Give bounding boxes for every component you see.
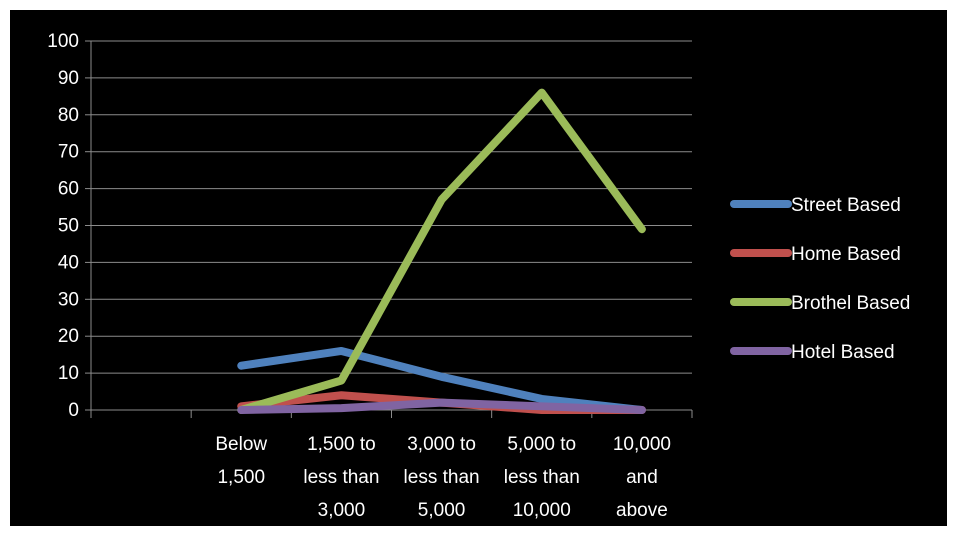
legend-label: Brothel Based xyxy=(791,293,910,314)
y-tick-label: 60 xyxy=(58,179,79,200)
y-tick-label: 90 xyxy=(58,68,79,89)
x-tick-label: 10,000 and above xyxy=(613,434,671,521)
x-tick-label: 5,000 to less than 10,000 xyxy=(504,434,580,521)
gridlines xyxy=(91,40,692,374)
y-tick-label: 20 xyxy=(58,326,79,347)
legend-label: Home Based xyxy=(791,244,901,265)
y-tick-label: 70 xyxy=(58,142,79,163)
y-axis-tick-labels: 0 10 20 30 40 50 60 70 80 90 100 xyxy=(47,31,79,421)
y-tick-label: 100 xyxy=(47,31,79,52)
x-tick-label: 1,500 to less than 3,000 xyxy=(303,434,379,521)
y-tick-label: 50 xyxy=(58,216,79,237)
y-tick-label: 0 xyxy=(68,400,79,421)
y-tick-label: 80 xyxy=(58,105,79,126)
x-tick-label: 3,000 to less than 5,000 xyxy=(404,434,480,521)
x-tick-label: Below 1,500 xyxy=(215,434,267,488)
chart-background xyxy=(10,10,947,526)
y-tick-label: 30 xyxy=(58,289,79,310)
y-tick-label: 10 xyxy=(58,363,79,384)
legend-label: Street Based xyxy=(791,195,901,216)
series-line-hotel-based xyxy=(237,398,646,414)
y-tick-label: 40 xyxy=(58,252,79,273)
x-axis-tick-labels: Below 1,500 1,500 to less than 3,000 3,000 to… xyxy=(215,434,671,521)
legend: Street Based Home Based Brothel Based Hotel… xyxy=(730,195,910,363)
legend-label: Hotel Based xyxy=(791,342,895,363)
series-line-brothel-based xyxy=(237,88,646,414)
series-line-street-based xyxy=(237,346,646,414)
series-lines xyxy=(237,88,646,414)
